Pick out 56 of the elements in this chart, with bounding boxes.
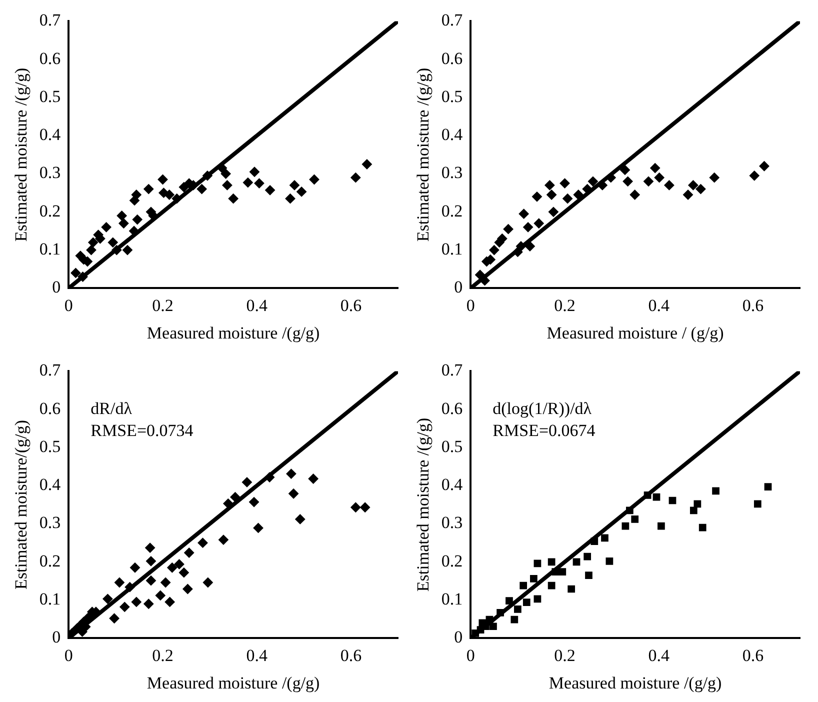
y-tick-label: 0.4 (441, 125, 464, 144)
y-tick-label: 0 (52, 628, 61, 647)
y-tick-label: 0.3 (39, 513, 61, 532)
annotation: RMSE=0.0674 (492, 421, 596, 440)
y-tick-label: 0.4 (39, 475, 62, 494)
y-tick-label: 0.1 (39, 590, 61, 609)
y-tick-label: 0.2 (441, 551, 463, 570)
y-axis-title: Estimated moisture /(g/g) (12, 68, 31, 242)
y-tick-label: 0.7 (39, 360, 62, 380)
y-tick-label: 0.5 (441, 86, 463, 106)
y-axis-title: Estimated moisture /(g/g) (414, 418, 433, 592)
y-tick-label: 0.3 (441, 513, 463, 532)
x-axis-title: Measured moisture /(g/g) (146, 323, 320, 342)
x-tick-label: 0.2 (152, 296, 174, 315)
y-tick-label: 0 (454, 278, 463, 297)
y-tick-label: 0.6 (441, 48, 463, 68)
y-tick-label: 0.1 (441, 590, 463, 609)
y-tick-label: 0.7 (39, 10, 62, 30)
x-tick-label: 0.4 (246, 646, 268, 665)
y-tick-label: 0.5 (441, 436, 463, 456)
y-tick-label: 0 (52, 278, 61, 297)
y-tick-label: 0.1 (441, 240, 463, 259)
x-tick-label: 0.4 (648, 646, 670, 665)
y-tick-label: 0.5 (39, 86, 61, 106)
x-axis-title: Measured moisture / (g/g) (546, 323, 724, 342)
y-tick-label: 0.2 (441, 201, 463, 220)
y-tick-label: 0.3 (441, 163, 463, 182)
annotation: RMSE=0.0734 (90, 421, 194, 440)
x-axis-title: Measured moisture /(g/g) (146, 673, 320, 692)
x-tick-label: 0.6 (340, 646, 362, 665)
y-tick-label: 0 (454, 628, 463, 647)
y-tick-label: 0.6 (39, 398, 61, 418)
x-tick-label: 0.2 (554, 646, 576, 665)
x-tick-label: 0.2 (152, 646, 174, 665)
x-tick-label: 0.4 (648, 296, 670, 315)
y-tick-label: 0.6 (39, 48, 61, 68)
y-tick-label: 0.3 (39, 163, 61, 182)
y-tick-label: 0.2 (39, 201, 61, 220)
annotation: d(log(1/R))/dλ (492, 399, 592, 418)
y-tick-label: 0.5 (39, 436, 61, 456)
y-axis-title: Estimated moisture /(g/g) (414, 68, 433, 242)
y-tick-label: 0.7 (441, 10, 464, 30)
y-tick-label: 0.7 (441, 360, 464, 380)
y-tick-label: 0.1 (39, 240, 61, 259)
y-tick-label: 0.4 (39, 125, 62, 144)
annotation: dR/dλ (90, 399, 133, 418)
x-tick-label: 0.6 (742, 296, 764, 315)
y-tick-label: 0.4 (441, 475, 464, 494)
y-tick-label: 0.2 (39, 551, 61, 570)
y-axis-title: Estimated moisture/(g/g) (12, 420, 31, 590)
x-tick-label: 0.2 (554, 296, 576, 315)
x-tick-label: 0.4 (246, 296, 268, 315)
x-tick-label: 0.6 (340, 296, 362, 315)
x-axis-title: Measured moisture /(g/g) (548, 673, 722, 692)
x-tick-label: 0.6 (742, 646, 764, 665)
y-tick-label: 0.6 (441, 398, 463, 418)
